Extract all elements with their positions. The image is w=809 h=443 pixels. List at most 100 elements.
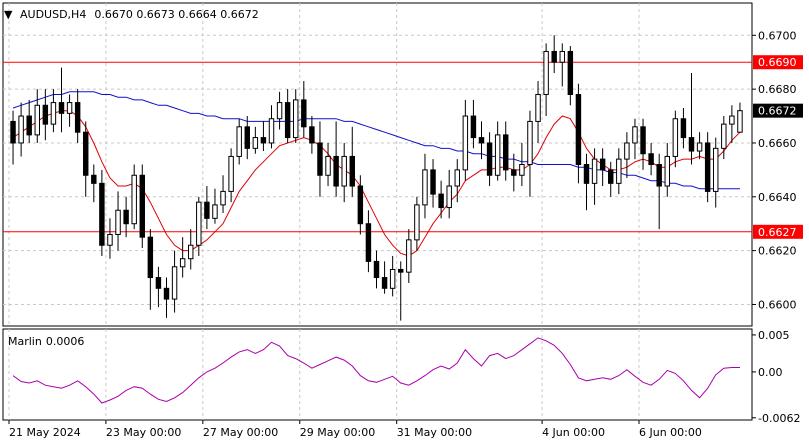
- candle-body-bull: [406, 239, 412, 273]
- candle-body-bull: [236, 126, 242, 157]
- candle-body-bull: [616, 158, 622, 184]
- candle-body-bull: [18, 115, 24, 144]
- marlin-pane-frame: [2, 328, 753, 421]
- candle: [430, 159, 436, 208]
- candle: [446, 169, 452, 219]
- level-label-bg: [753, 224, 803, 239]
- candle: [640, 118, 646, 170]
- candle-body-bear: [139, 174, 145, 238]
- candle-body-bear: [567, 50, 574, 96]
- indicator-header: Marlin 0.0006: [8, 335, 84, 348]
- candle-body-bull: [737, 110, 743, 133]
- candle: [50, 89, 57, 133]
- candle-body-bull: [664, 155, 670, 187]
- price-tick-label: 0.6680: [758, 83, 797, 96]
- candle: [34, 89, 40, 143]
- candle: [325, 142, 331, 187]
- candle-body-bear: [688, 137, 695, 152]
- candle-body-bear: [381, 277, 388, 289]
- candle-body-bear: [357, 185, 364, 225]
- candle: [672, 110, 679, 168]
- candle-body-bear: [58, 102, 65, 114]
- candle-body-bull: [276, 102, 283, 120]
- marlin-pane: 0.005 0.00 -0.0062: [2, 328, 800, 425]
- candle-body-bull: [50, 102, 57, 125]
- marlin-tick-label: 0.00: [758, 366, 783, 379]
- candle: [26, 99, 32, 143]
- candle: [204, 186, 210, 230]
- candle: [608, 161, 614, 197]
- candle-body-bear: [398, 268, 404, 273]
- candle-body-bull: [389, 268, 396, 289]
- candle-body-bear: [123, 209, 129, 225]
- candle: [139, 164, 145, 248]
- candle-body-bull: [196, 201, 202, 246]
- candle-body-bear: [575, 94, 582, 165]
- candle: [648, 142, 654, 176]
- candle-body-bear: [284, 102, 291, 139]
- candle-body-bear: [244, 126, 250, 149]
- candle: [188, 229, 194, 270]
- candle: [74, 89, 81, 143]
- candle-body-bull: [494, 134, 501, 176]
- candle: [575, 83, 582, 184]
- candle: [624, 132, 630, 178]
- candle-body-bear: [640, 126, 646, 155]
- candle-body-bear: [478, 137, 485, 144]
- candle: [309, 116, 315, 154]
- candle: [454, 159, 460, 203]
- candle-body-bear: [99, 182, 105, 246]
- candle: [179, 237, 186, 278]
- candle-body-bull: [325, 155, 331, 176]
- candle: [293, 89, 299, 143]
- candle-body-bear: [204, 201, 210, 219]
- time-tick-label: 23 May 00:00: [106, 426, 181, 439]
- candle-body-bear: [163, 287, 170, 300]
- candle: [244, 116, 250, 160]
- candle: [551, 35, 557, 73]
- candle: [470, 99, 477, 149]
- candle-body-bull: [171, 266, 178, 300]
- candle-body-bull: [252, 137, 259, 149]
- candle-body-bull: [228, 155, 234, 192]
- candle: [478, 121, 485, 160]
- candle-body-bull: [220, 190, 226, 206]
- candle: [438, 180, 444, 219]
- candle: [131, 164, 137, 230]
- candle-body-bull: [696, 142, 703, 152]
- candle: [656, 153, 662, 230]
- candle: [42, 89, 49, 141]
- marlin-line: [12, 337, 740, 404]
- candle-body-bear: [599, 158, 606, 171]
- candle: [341, 142, 347, 203]
- candle-body-bull: [454, 169, 460, 187]
- candle: [616, 148, 622, 195]
- candle: [680, 107, 687, 149]
- candle-body-bear: [349, 155, 355, 187]
- ma-slow-line: [12, 91, 740, 190]
- candle-body-bull: [179, 258, 186, 268]
- candle-body-bear: [260, 137, 267, 144]
- candle-body-bear: [83, 131, 89, 176]
- level-label: 0.6690: [758, 56, 797, 69]
- price-tick-label: 0.6700: [758, 29, 797, 42]
- candle: [559, 43, 565, 87]
- candle-body-bull: [535, 94, 541, 122]
- candle-body-bull: [624, 142, 630, 160]
- indicator-name: Marlin: [8, 335, 42, 348]
- chart-header: AUDUSD,H4 0.6670 0.6673 0.6664 0.6672: [20, 8, 259, 21]
- collapse-arrow-icon[interactable]: ▼: [4, 8, 13, 21]
- ma-fast-line: [12, 110, 741, 257]
- candle-body-bear: [680, 118, 687, 139]
- candle-body-bear: [583, 164, 590, 184]
- time-tick-label: 27 May 00:00: [203, 426, 278, 439]
- candle: [83, 121, 89, 197]
- time-tick-label: 31 May 00:00: [397, 426, 472, 439]
- candle: [664, 142, 670, 197]
- candle: [721, 116, 727, 160]
- candle-body-bull: [721, 123, 727, 149]
- candle: [18, 102, 24, 157]
- candle: [349, 126, 355, 197]
- candle: [422, 153, 428, 219]
- candle: [567, 46, 574, 106]
